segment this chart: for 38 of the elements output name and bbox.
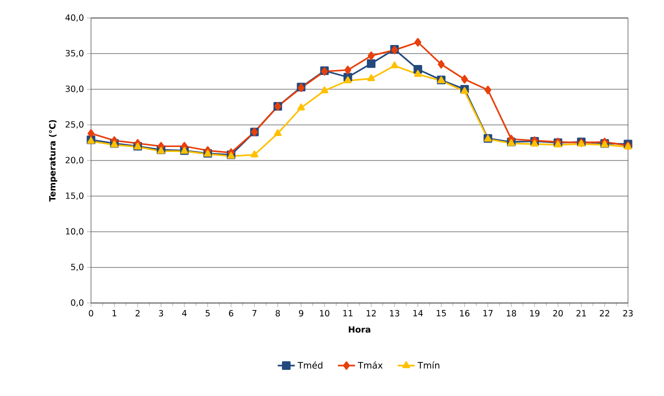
x-tick-label: 17 — [483, 310, 493, 316]
x-tick-label: 1 — [112, 310, 116, 316]
legend-label: Tmáx — [358, 361, 383, 369]
x-tick-label: 8 — [276, 310, 280, 316]
x-tick-label: 4 — [182, 310, 187, 316]
x-tick-label: 23 — [623, 310, 633, 316]
x-tick-label: 3 — [158, 310, 164, 316]
y-tick-label: 0,0 — [71, 299, 84, 307]
x-tick-label: 6 — [228, 310, 234, 316]
x-tick-label: 19 — [530, 310, 540, 316]
x-tick-label: 5 — [206, 310, 210, 316]
x-tick-label: 18 — [506, 310, 516, 316]
x-tick-label: 12 — [366, 310, 376, 316]
legend-label: Tméd — [298, 361, 322, 369]
y-tick-label: 10,0 — [66, 228, 84, 236]
x-axis-title: Hora — [348, 326, 370, 333]
x-tick-label: 15 — [436, 310, 446, 316]
x-tick-label: 0 — [88, 310, 94, 316]
y-tick-label: 35,0 — [66, 50, 84, 58]
x-tick-label: 14 — [413, 310, 423, 316]
x-tick-label: 10 — [320, 310, 330, 316]
x-tick-label: 7 — [252, 310, 256, 316]
x-tick-label: 21 — [576, 310, 586, 316]
y-tick-label: 25,0 — [66, 121, 84, 129]
y-tick-label: 5,0 — [71, 264, 84, 272]
x-tick-label: 22 — [600, 310, 610, 316]
x-tick-label: 9 — [298, 310, 304, 316]
x-tick-label: 16 — [460, 310, 470, 316]
y-tick-label: 15,0 — [66, 192, 84, 200]
x-tick-label: 13 — [390, 310, 400, 316]
y-axis-title: Temperatura (°C) — [48, 120, 58, 202]
y-tick-label: 20,0 — [66, 156, 84, 164]
y-tick-label: 30,0 — [66, 86, 84, 93]
legend-label: Tmín — [418, 361, 440, 369]
x-tick-label: 11 — [343, 310, 352, 316]
y-tick-label: 40,0 — [65, 14, 84, 22]
x-tick-label: 20 — [553, 310, 563, 316]
x-tick-label: 2 — [136, 310, 140, 316]
